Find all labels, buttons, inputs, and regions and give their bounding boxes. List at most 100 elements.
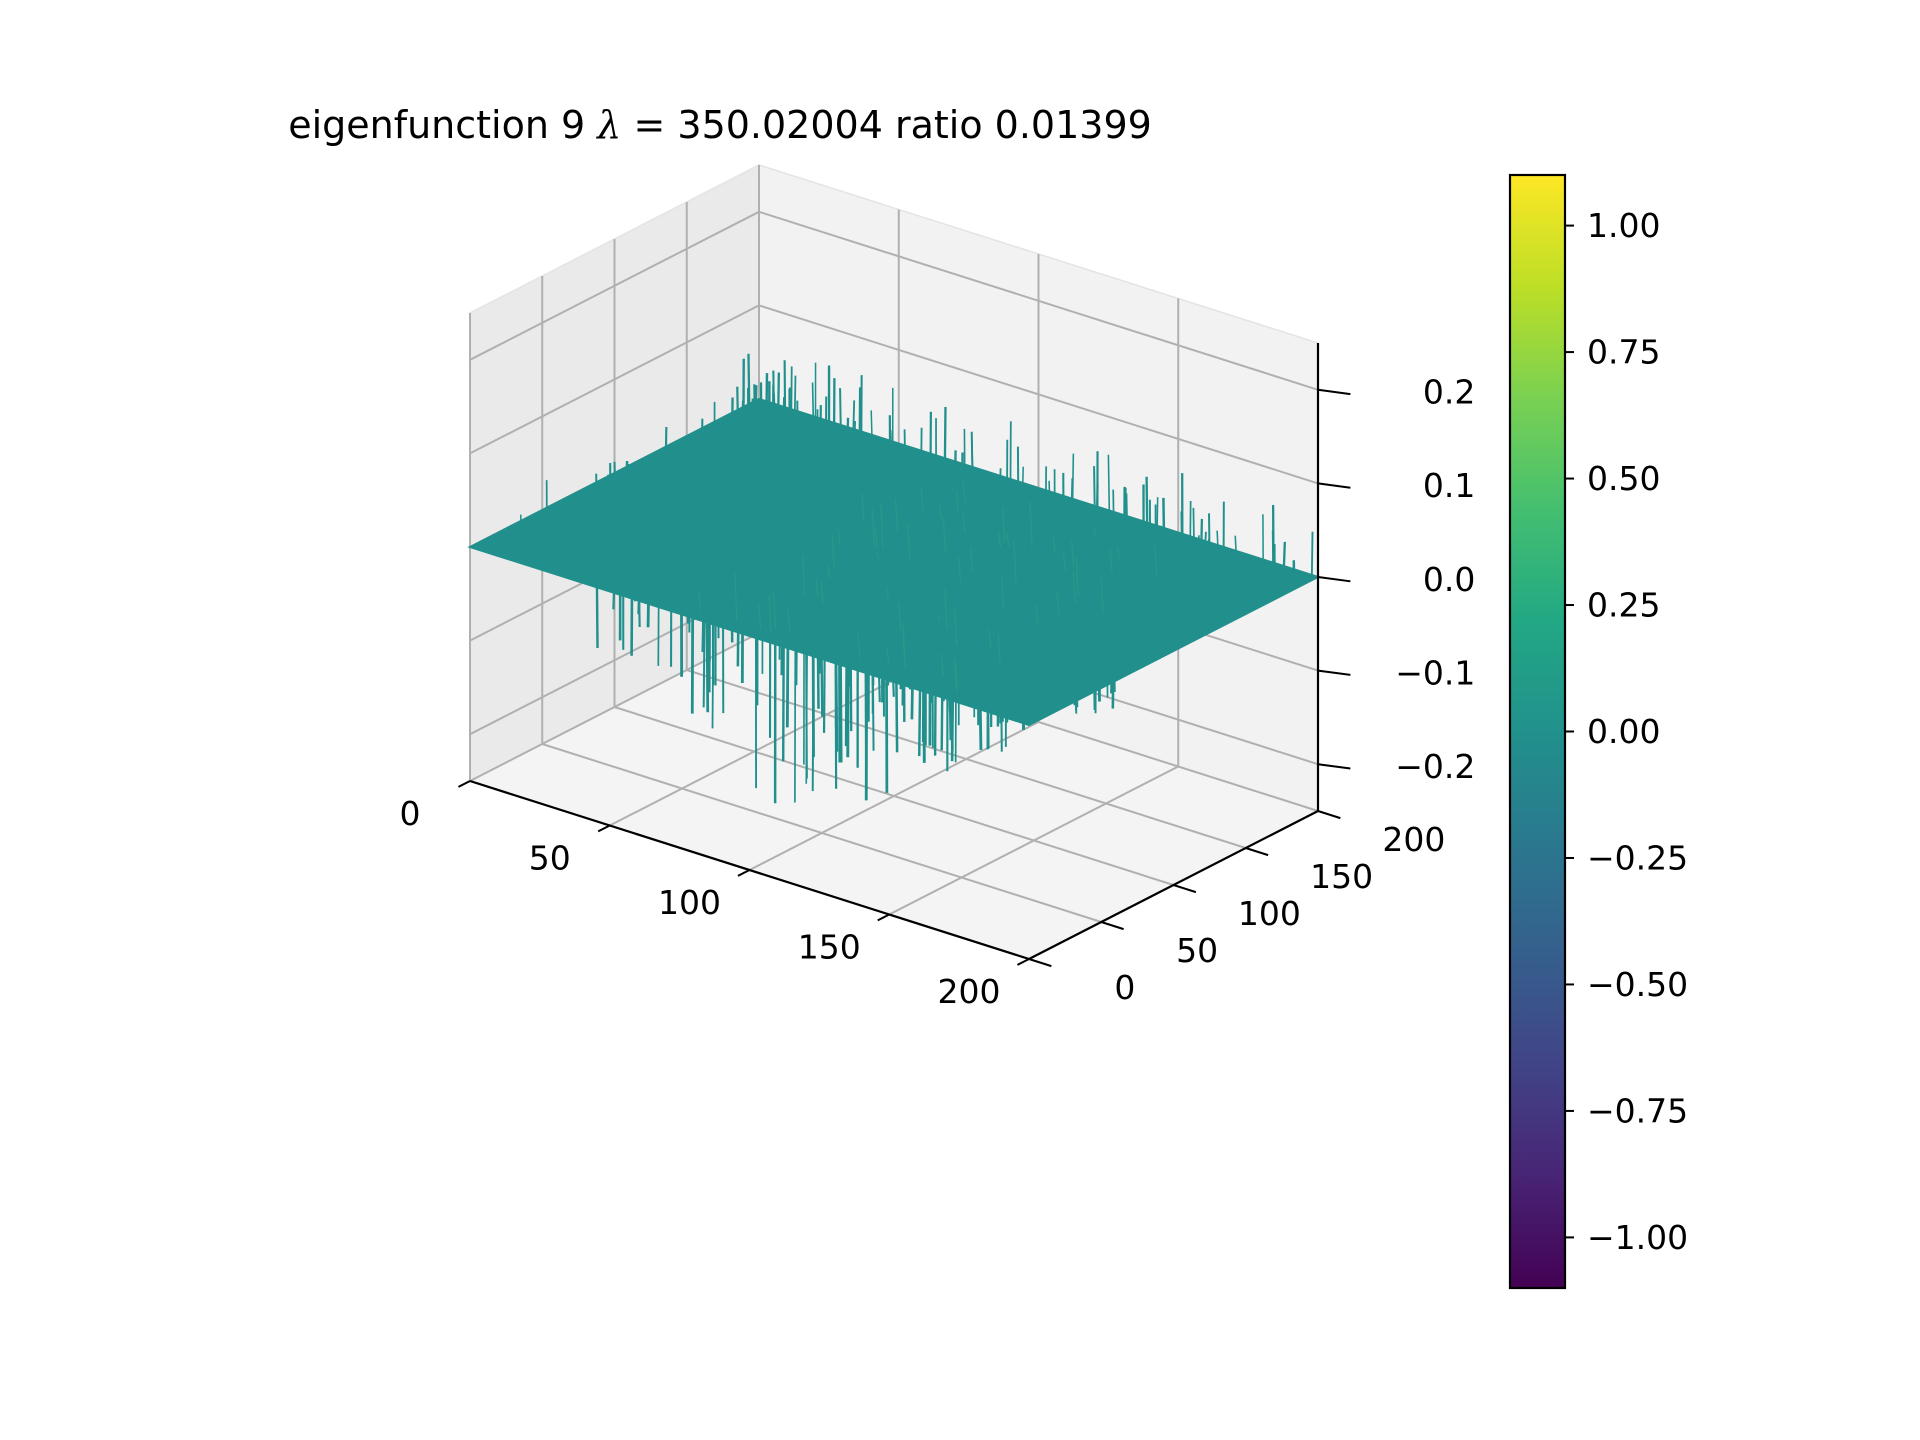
surface-streak bbox=[902, 622, 906, 670]
grid-line bbox=[686, 669, 1247, 849]
y-tick-label: 100 bbox=[1238, 894, 1301, 933]
surface-streak bbox=[815, 578, 819, 598]
grid-line bbox=[758, 210, 1319, 391]
surface-streak bbox=[837, 529, 841, 547]
surface-spike bbox=[811, 631, 815, 792]
x-tick bbox=[597, 824, 611, 833]
surface-streak bbox=[944, 589, 948, 629]
z-tick-label: 0.2 bbox=[1423, 373, 1475, 412]
surface-streak bbox=[1052, 533, 1056, 554]
surface bbox=[467, 353, 1321, 804]
surface-streak bbox=[787, 608, 791, 631]
z-tick bbox=[1317, 576, 1351, 583]
surface-spike bbox=[805, 631, 809, 784]
surface-spike bbox=[871, 666, 875, 751]
surface-streak bbox=[698, 591, 702, 611]
surface-streak bbox=[1109, 548, 1113, 573]
grid-line bbox=[541, 743, 1102, 923]
grid-line bbox=[758, 304, 1319, 485]
x-tick-label: 100 bbox=[658, 883, 721, 922]
surface-streak bbox=[970, 547, 974, 573]
surface-spike bbox=[822, 650, 826, 733]
surface-streak bbox=[886, 647, 890, 664]
surface-spike bbox=[870, 410, 873, 438]
surface-streak bbox=[1071, 540, 1075, 566]
surface-streak bbox=[772, 591, 777, 629]
surface-spike bbox=[864, 664, 868, 798]
surface-streak bbox=[831, 534, 835, 569]
y-tick bbox=[1100, 921, 1124, 931]
surface-streak bbox=[937, 614, 941, 621]
surface-streak bbox=[1035, 605, 1039, 625]
surface-streak bbox=[1100, 577, 1104, 615]
surface-spike bbox=[811, 382, 815, 421]
z-tick-label: 0.0 bbox=[1423, 560, 1475, 599]
x-tick-label: 50 bbox=[529, 839, 571, 878]
surface-streak bbox=[857, 631, 861, 658]
surface-streak bbox=[885, 586, 890, 601]
surface-streak bbox=[962, 512, 966, 533]
surface-streak bbox=[954, 607, 958, 646]
surface-streak bbox=[768, 595, 772, 633]
x-tick bbox=[1016, 958, 1030, 966]
surface-streak bbox=[1056, 590, 1060, 619]
y-tick bbox=[1028, 958, 1052, 968]
colorbar-tick-label: −0.50 bbox=[1587, 965, 1688, 1004]
grid-line bbox=[614, 706, 1174, 886]
surface-streak bbox=[734, 572, 738, 622]
surface-streak bbox=[820, 581, 824, 603]
surface-streak bbox=[1072, 571, 1076, 604]
surface-spike bbox=[1204, 531, 1207, 542]
y-tick bbox=[1317, 810, 1341, 820]
surface-spike bbox=[844, 666, 849, 747]
colorbar: 1.00 0.75 0.50 0.25 0.00 −0.25 −0.50 −0.75 −1.00 bbox=[1508, 173, 1688, 1290]
surface-streak bbox=[871, 507, 875, 545]
colorbar-tick-label: 0.50 bbox=[1587, 459, 1660, 498]
surface-spike bbox=[702, 607, 706, 708]
surface-streak bbox=[920, 488, 924, 514]
surface-streak bbox=[898, 602, 902, 631]
surface-streak bbox=[997, 633, 1001, 667]
x-tick-label: 200 bbox=[937, 972, 1000, 1011]
surface-streak bbox=[988, 628, 992, 650]
grid-line bbox=[469, 304, 760, 455]
surface-streak bbox=[1013, 541, 1017, 584]
z-tick bbox=[1317, 763, 1351, 770]
colorbar-tick-label: −1.00 bbox=[1587, 1218, 1688, 1257]
surface-spike bbox=[747, 353, 751, 412]
surface-streak bbox=[1116, 547, 1120, 559]
surface-streak bbox=[1006, 532, 1010, 547]
z-tick bbox=[1317, 388, 1351, 396]
x-tick-label: 0 bbox=[399, 794, 420, 833]
surface-streak bbox=[874, 527, 878, 548]
surface-spike bbox=[1310, 531, 1314, 580]
surface-spike bbox=[1282, 541, 1286, 568]
y-tick bbox=[1245, 847, 1269, 857]
surface-streak bbox=[953, 658, 958, 689]
surface-streak bbox=[1062, 554, 1067, 572]
surface-streak bbox=[894, 499, 899, 532]
y-tick-label: 50 bbox=[1176, 931, 1218, 970]
surface-spike bbox=[1107, 454, 1111, 513]
y-tick bbox=[1173, 884, 1197, 894]
colorbar-tick-label: 1.00 bbox=[1587, 206, 1660, 245]
colorbar-tick-label: 0.75 bbox=[1587, 333, 1660, 372]
x-tick bbox=[737, 869, 750, 877]
x-tick bbox=[457, 780, 471, 788]
surface-streak bbox=[939, 503, 943, 519]
x-tick bbox=[877, 913, 890, 922]
y-tick-label: 0 bbox=[1114, 968, 1135, 1007]
surface-spike bbox=[943, 406, 947, 459]
colorbar-gradient bbox=[1508, 173, 1567, 1290]
surface-streak bbox=[1002, 507, 1006, 542]
surface-streak bbox=[1029, 501, 1033, 548]
surface-streak bbox=[942, 517, 946, 552]
surface-streak bbox=[861, 493, 865, 521]
surface-streak bbox=[998, 532, 1002, 549]
surface-streak bbox=[1093, 528, 1097, 537]
surface-streak bbox=[827, 565, 831, 580]
grid-line bbox=[469, 210, 760, 361]
surface-streak bbox=[876, 552, 880, 561]
surface-streak bbox=[1001, 576, 1005, 608]
surface-streak bbox=[940, 653, 944, 677]
